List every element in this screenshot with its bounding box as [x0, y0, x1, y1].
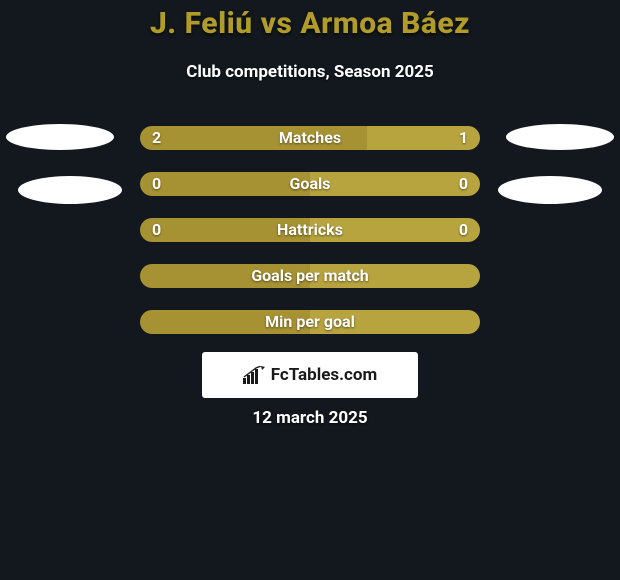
decorative-ellipse — [6, 124, 114, 150]
player-right-name: Armoa Báez — [300, 6, 470, 41]
player-left-name: J. Feliú — [150, 6, 253, 41]
decorative-ellipse — [506, 124, 614, 150]
stat-bar-left — [140, 310, 310, 334]
stat-row: Goals per match — [0, 256, 620, 302]
stat-bar-left — [140, 264, 310, 288]
stat-value-left: 2 — [152, 126, 161, 150]
vs-separator: vs — [253, 6, 301, 41]
brand-badge: FcTables.com — [202, 352, 418, 398]
stat-value-left: 0 — [152, 218, 161, 242]
stat-bar-right — [310, 218, 480, 242]
decorative-ellipse — [18, 176, 122, 204]
stats-bars: Matches21Goals00Hattricks00Goals per mat… — [0, 118, 620, 348]
stat-bar-track — [140, 264, 480, 288]
stat-bar-left — [140, 218, 310, 242]
stat-row: Hattricks00 — [0, 210, 620, 256]
stat-bar-track — [140, 310, 480, 334]
stat-bar-right — [310, 310, 480, 334]
page-title: J. Feliú vs Armoa Báez — [0, 6, 620, 41]
stat-bar-track — [140, 172, 480, 196]
bar-chart-icon — [243, 366, 265, 384]
stat-bar-right — [310, 172, 480, 196]
decorative-ellipse — [498, 176, 602, 204]
stat-value-left: 0 — [152, 172, 161, 196]
stat-bar-left — [140, 126, 367, 150]
stat-row: Min per goal — [0, 302, 620, 348]
stat-bar-track — [140, 126, 480, 150]
stat-bar-track — [140, 218, 480, 242]
brand-text: FcTables.com — [271, 365, 377, 385]
stat-value-right: 1 — [459, 126, 468, 150]
stat-value-right: 0 — [459, 172, 468, 196]
stat-bar-right — [310, 264, 480, 288]
stat-bar-left — [140, 172, 310, 196]
subtitle: Club competitions, Season 2025 — [0, 62, 620, 82]
stat-value-right: 0 — [459, 218, 468, 242]
date-label: 12 march 2025 — [0, 408, 620, 428]
